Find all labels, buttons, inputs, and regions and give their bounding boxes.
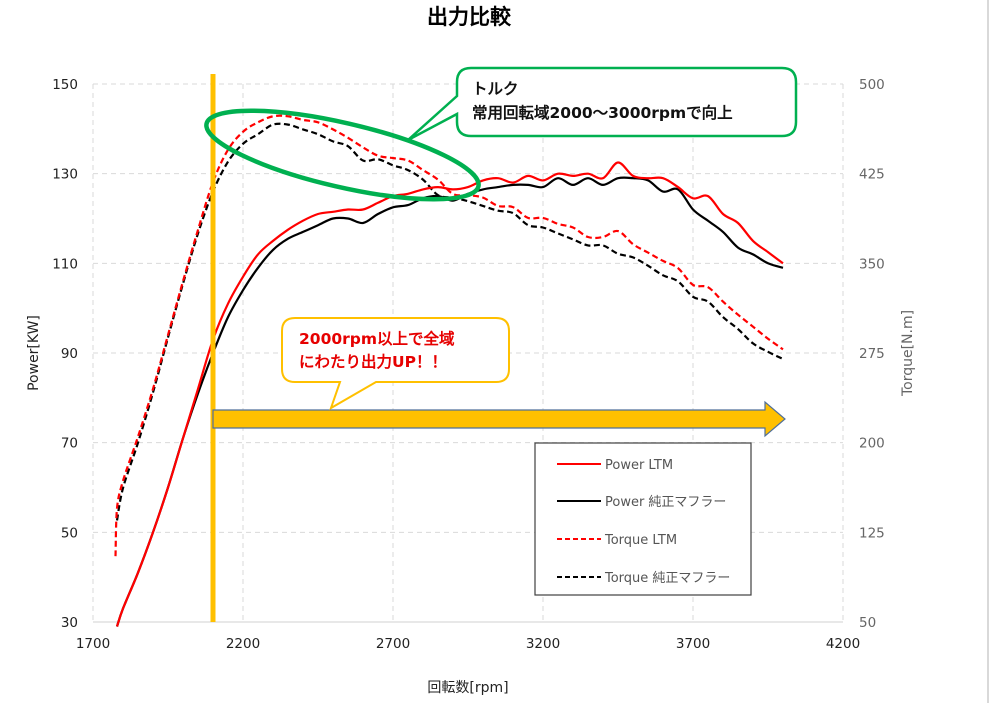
legend-item-power-ltm: Power LTM	[557, 458, 673, 473]
x-tick-label: 1700	[76, 636, 110, 652]
power-callout: 2000rpm以上で全域 にわたり出力UP！！	[281, 317, 510, 411]
y-axis-label: Power[KW]	[26, 315, 42, 391]
y-tick-label: 110	[52, 256, 78, 272]
legend-label: Power LTM	[605, 458, 673, 473]
right-edge-divider	[987, 0, 989, 703]
y2-axis-label: Torque[N.m]	[900, 310, 916, 397]
y-tick-label: 30	[61, 615, 78, 631]
x-tick-label: 3200	[526, 636, 560, 652]
y2-tick-label: 350	[859, 256, 885, 272]
x-axis-label: 回転数[rpm]	[427, 680, 508, 696]
legend-label: Torque 純正マフラー	[604, 571, 730, 586]
x-tick-label: 2200	[226, 636, 260, 652]
y-tick-label: 70	[61, 436, 78, 452]
y2-tick-label: 500	[859, 77, 885, 93]
x-axis-ticks: 1700 2200 2700 3200 3700 4200	[76, 636, 860, 652]
legend-item-torque-ltm: Torque LTM	[557, 533, 677, 548]
y2-tick-label: 425	[859, 167, 885, 183]
torque-callout: トルク 常用回転域2000～3000rpmで向上	[407, 66, 798, 142]
power-callout-line2: にわたり出力UP！！	[299, 352, 447, 371]
y2-tick-label: 50	[859, 615, 876, 631]
legend: Power LTM Power 純正マフラー Torque LTM Torque…	[534, 442, 752, 596]
y-tick-label: 130	[52, 167, 78, 183]
legend-item-torque-stock: Torque 純正マフラー	[557, 571, 730, 586]
legend-label: Power 純正マフラー	[605, 495, 726, 510]
series-line-torque-ltm	[114, 114, 784, 557]
y-tick-label: 50	[61, 525, 78, 541]
y2-tick-label: 275	[859, 346, 885, 362]
x-tick-label: 2700	[376, 636, 410, 652]
y2-axis-ticks: 50 125 200 275 350 425 500	[859, 77, 885, 631]
series-line-power-ltm	[115, 161, 784, 627]
legend-box	[534, 442, 752, 596]
power-callout-line1: 2000rpm以上で全域	[299, 329, 455, 348]
legend-label: Torque LTM	[604, 533, 677, 548]
torque-callout-line2: 常用回転域2000～3000rpmで向上	[472, 103, 733, 122]
torque-callout-line1: トルク	[472, 80, 519, 98]
y-tick-label: 90	[61, 346, 78, 362]
torque-callout-box	[407, 66, 798, 142]
legend-item-power-stock: Power 純正マフラー	[557, 495, 726, 510]
torque-highlight-ellipse	[204, 108, 481, 202]
power-callout-box	[281, 317, 510, 411]
power-up-arrow	[212, 400, 786, 438]
chart-title: 出力比較	[427, 5, 512, 29]
x-tick-label: 3700	[676, 636, 710, 652]
y2-tick-label: 200	[859, 436, 885, 452]
y-tick-label: 150	[52, 77, 78, 93]
y2-tick-label: 125	[859, 525, 885, 541]
y-axis-ticks: 30 50 70 90 110 130 150	[52, 77, 78, 631]
x-tick-label: 4200	[826, 636, 860, 652]
